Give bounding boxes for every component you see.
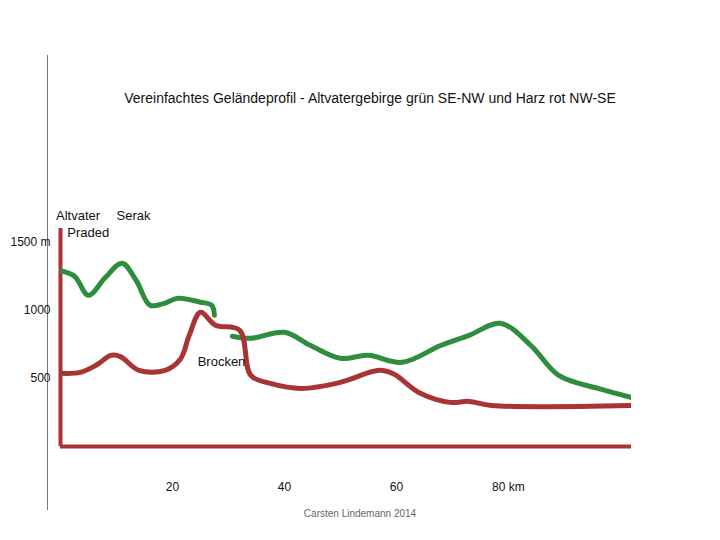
svg-text:40: 40 (278, 480, 292, 494)
svg-text:1500 m: 1500 m (10, 235, 50, 249)
svg-text:Praded: Praded (67, 225, 109, 240)
svg-text:1000: 1000 (24, 303, 51, 317)
svg-text:Brocken: Brocken (198, 354, 246, 369)
svg-text:500: 500 (30, 371, 50, 385)
svg-text:60: 60 (390, 480, 404, 494)
svg-text:80 km: 80 km (492, 480, 525, 494)
html-text:Vereinfachtes Geländeprofil -: Vereinfachtes Geländeprofil - Altvaterge… (124, 90, 616, 106)
svg-text:Altvater: Altvater (56, 208, 101, 223)
html-text:Carsten Lindemann 2014: Carsten Lindemann 2014 (303, 508, 417, 519)
svg-text:20: 20 (166, 480, 180, 494)
svg-text:Serak: Serak (116, 208, 150, 223)
